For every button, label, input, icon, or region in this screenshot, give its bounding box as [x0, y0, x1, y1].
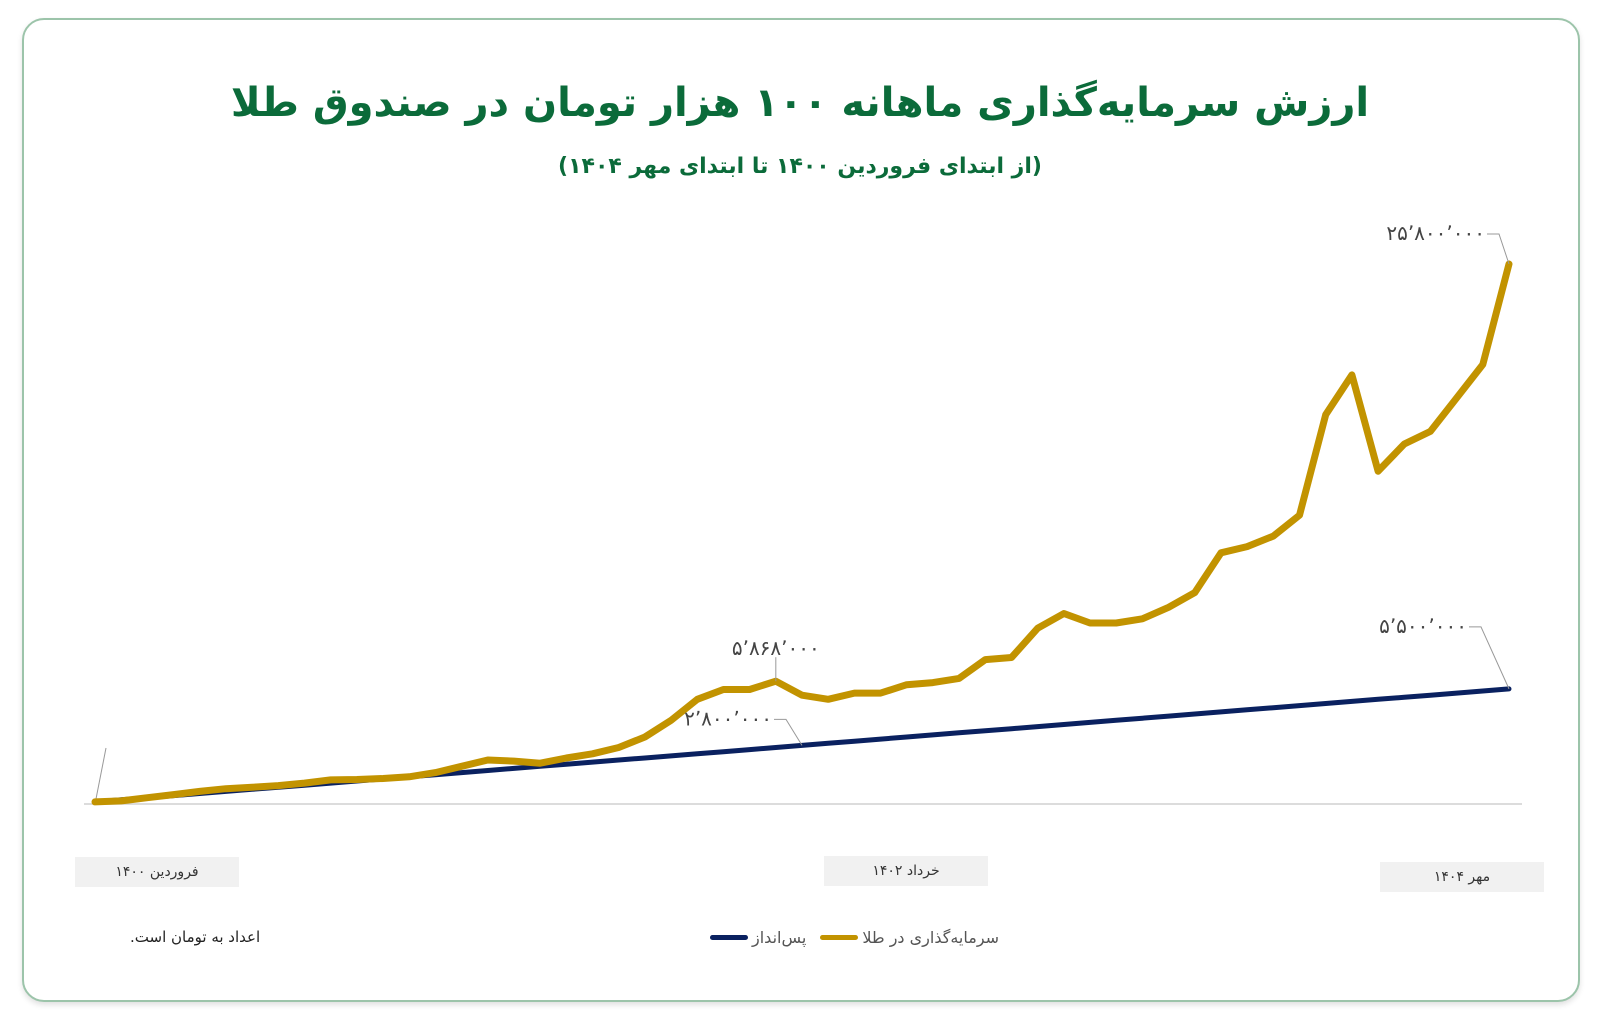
data-label: ۲۵٬۸۰۰٬۰۰۰ [1386, 221, 1485, 245]
legend-label: سرمایه‌گذاری در طلا [862, 928, 1000, 947]
legend-label: پس‌انداز [752, 928, 807, 947]
x-tick-label: فروردین ۱۴۰۰ [75, 857, 239, 887]
legend-item-savings: پس‌انداز [710, 928, 806, 947]
x-tick-label: مهر ۱۴۰۴ [1380, 862, 1544, 892]
chart-card [22, 18, 1580, 1002]
data-label: ۲٬۸۰۰٬۰۰۰ [684, 706, 772, 730]
leader-line [1469, 626, 1510, 690]
units-note: اعداد به تومان است. [130, 928, 261, 946]
data-label: ۵٬۵۰۰٬۰۰۰ [1379, 614, 1467, 638]
series-line-gold [91, 260, 1513, 806]
chart-title: ارزش سرمایه‌گذاری ماهانه ۱۰۰ هزار تومان … [230, 80, 1370, 126]
leader-line [94, 747, 107, 805]
leader-line [1487, 233, 1510, 265]
chart-subtitle: (از ابتدای فروردین ۱۴۰۰ تا ابتدای مهر ۱۴… [558, 154, 1042, 179]
legend: سرمایه‌گذاری در طلا پس‌انداز [710, 928, 999, 947]
x-tick-label: خرداد ۱۴۰۲ [824, 856, 988, 886]
legend-item-gold: سرمایه‌گذاری در طلا [820, 928, 999, 947]
leader-line [774, 718, 803, 746]
data-label: ۵٬۸۶۸٬۰۰۰ [732, 636, 820, 660]
legend-swatch [710, 935, 748, 940]
legend-swatch [820, 935, 859, 940]
